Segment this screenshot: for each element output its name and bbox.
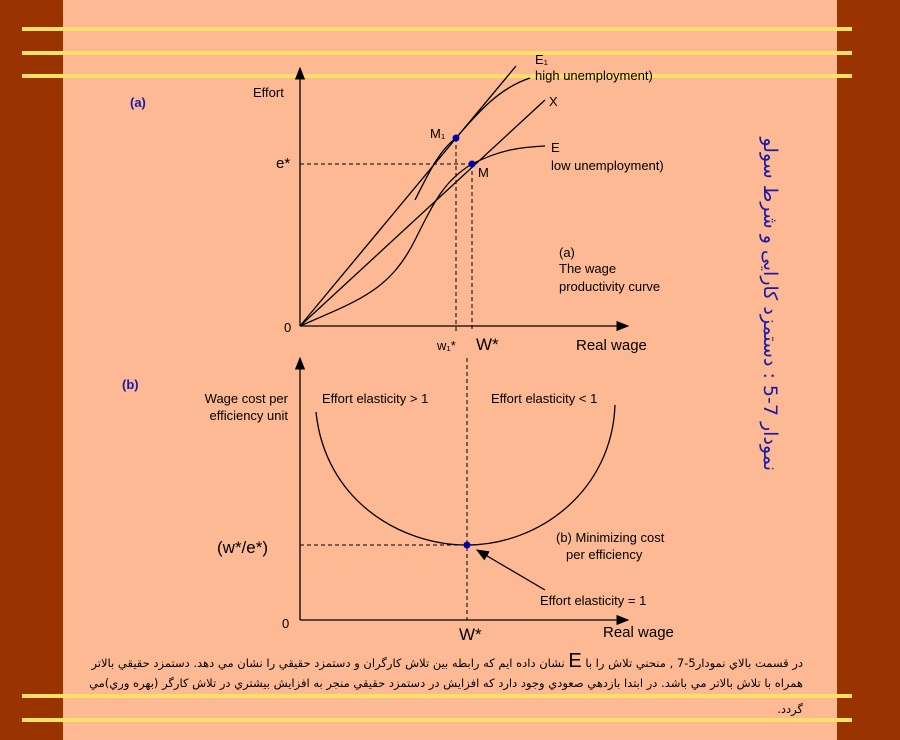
b-caption: per efficiency bbox=[566, 547, 643, 562]
paragraph-E: E bbox=[568, 650, 582, 672]
paragraph-line-2: همراه با تلاش بالاتر مي باشد. در ابتدا ب… bbox=[89, 676, 803, 690]
cost-curve bbox=[315, 404, 616, 546]
side-title: نمودار 7-5 : دستمزد کارایی و شرط سولو bbox=[759, 137, 781, 471]
curve-E bbox=[299, 145, 546, 327]
M1-label: M₁ bbox=[430, 126, 446, 141]
b-y-label: Wage cost per bbox=[205, 391, 289, 406]
b-w-star: W* bbox=[459, 625, 482, 644]
min-label: (w*/e*) bbox=[217, 538, 268, 557]
a-origin: 0 bbox=[284, 320, 291, 335]
a-w-star: W* bbox=[476, 335, 499, 354]
E-note: low unemployment) bbox=[551, 158, 664, 173]
ray-E1 bbox=[299, 65, 517, 327]
elasticity-arrow bbox=[475, 549, 546, 591]
paragraph-text: در قسمت بالاي نمودار5-7 , منحني تلاش را … bbox=[585, 656, 803, 670]
rule-line bbox=[22, 27, 852, 31]
a-caption: (a) bbox=[559, 245, 575, 260]
a-x-label: Real wage bbox=[576, 337, 647, 354]
point-M bbox=[468, 160, 476, 168]
b-y-label: efficiency unit bbox=[209, 408, 288, 423]
a-caption: productivity curve bbox=[559, 279, 660, 294]
rule-line bbox=[22, 694, 852, 698]
point-min bbox=[463, 541, 471, 549]
a-y-label: Effort bbox=[253, 85, 284, 100]
right-border bbox=[837, 0, 900, 740]
paragraph-text: نشان داده ايم كه رابطه بين تلاش كارگران … bbox=[91, 656, 565, 670]
b-origin: 0 bbox=[282, 616, 289, 631]
rule-line bbox=[22, 74, 852, 78]
line-X bbox=[299, 99, 546, 327]
point-M1 bbox=[452, 134, 460, 142]
E1-label: E₁ bbox=[535, 52, 549, 67]
E1-note: high unemployment) bbox=[535, 68, 653, 83]
paragraph-line-3: گردد. bbox=[777, 702, 803, 716]
arrow-note: Effort elasticity = 1 bbox=[540, 593, 646, 608]
rule-line bbox=[22, 51, 852, 55]
b-x-label: Real wage bbox=[603, 624, 674, 641]
X-label: X bbox=[549, 94, 558, 109]
M-label: M bbox=[478, 165, 489, 180]
w1-star: w₁* bbox=[436, 338, 456, 353]
b-tag: (b) bbox=[122, 377, 139, 392]
a-tag: (a) bbox=[130, 95, 146, 110]
right-region: Effort elasticity < 1 bbox=[491, 391, 597, 406]
rule-line bbox=[22, 718, 852, 722]
a-caption: The wage bbox=[559, 261, 616, 276]
e-star: e* bbox=[276, 155, 290, 172]
b-caption: (b) Minimizing cost bbox=[556, 530, 665, 545]
left-border bbox=[0, 0, 63, 740]
E-label: E bbox=[551, 140, 560, 155]
left-region: Effort elasticity > 1 bbox=[322, 391, 428, 406]
paragraph-line-1: در قسمت بالاي نمودار5-7 , منحني تلاش را … bbox=[85, 650, 803, 673]
